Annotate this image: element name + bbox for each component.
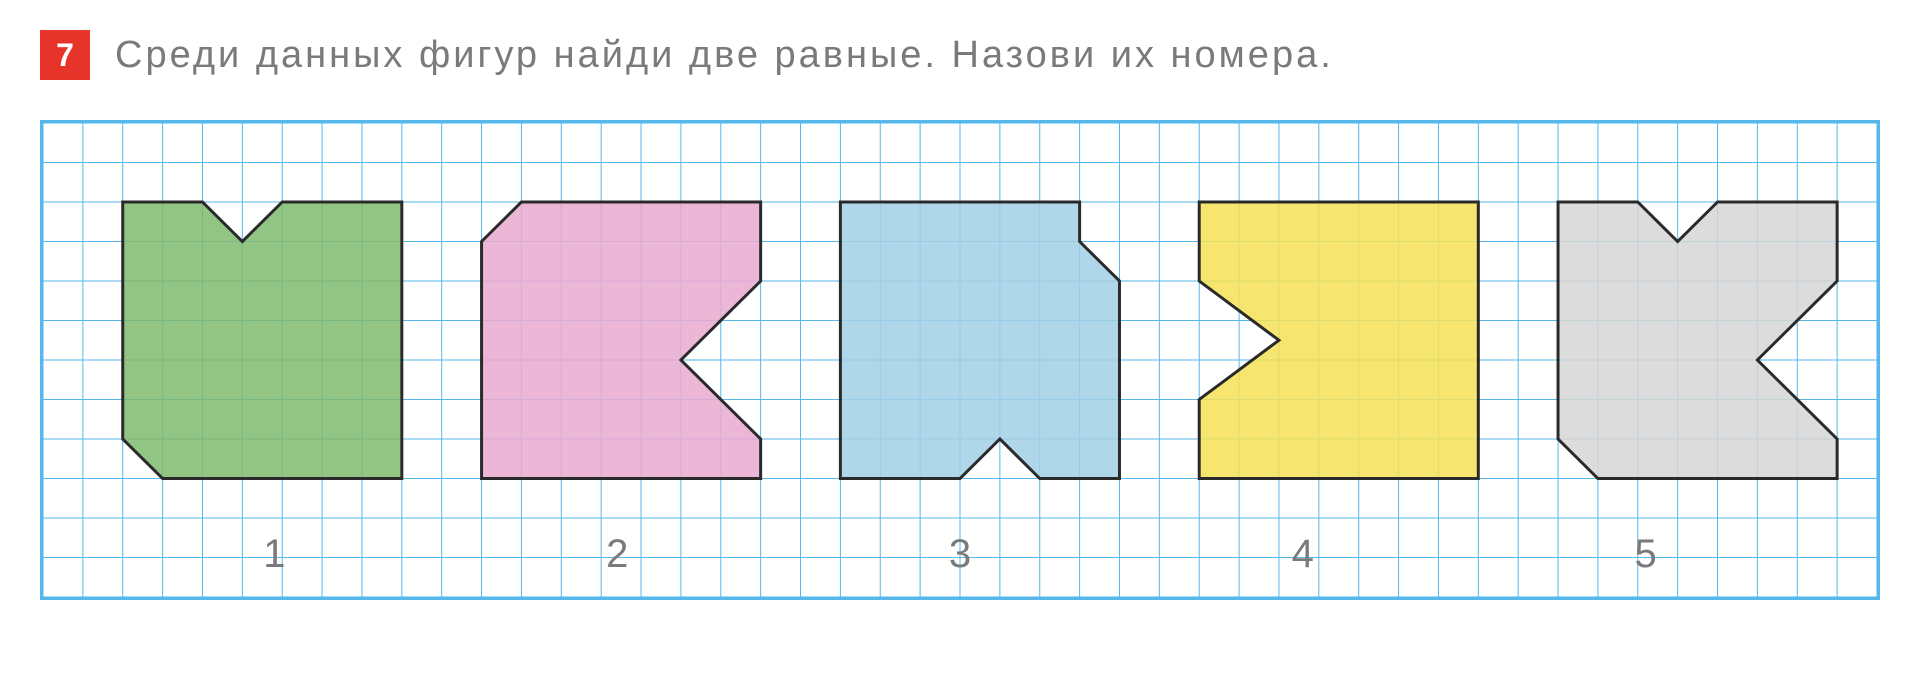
labels-row: 1 2 3 4 5 (43, 532, 1877, 577)
shape-label-2: 2 (517, 532, 717, 577)
shape-1 (123, 202, 402, 479)
shape-2 (482, 202, 761, 479)
shape-5 (1558, 202, 1837, 479)
exercise-prompt: Среди данных фигур найди две равные. Наз… (115, 34, 1334, 77)
shape-label-1: 1 (174, 532, 374, 577)
exercise-number-badge: 7 (40, 30, 90, 80)
shape-label-5: 5 (1546, 532, 1746, 577)
shapes-svg (43, 123, 1877, 597)
grid-canvas: 1 2 3 4 5 (40, 120, 1880, 600)
shape-label-4: 4 (1203, 532, 1403, 577)
shape-label-3: 3 (860, 532, 1060, 577)
shape-4 (1199, 202, 1478, 479)
shape-3 (840, 202, 1119, 479)
exercise-number: 7 (56, 37, 74, 74)
